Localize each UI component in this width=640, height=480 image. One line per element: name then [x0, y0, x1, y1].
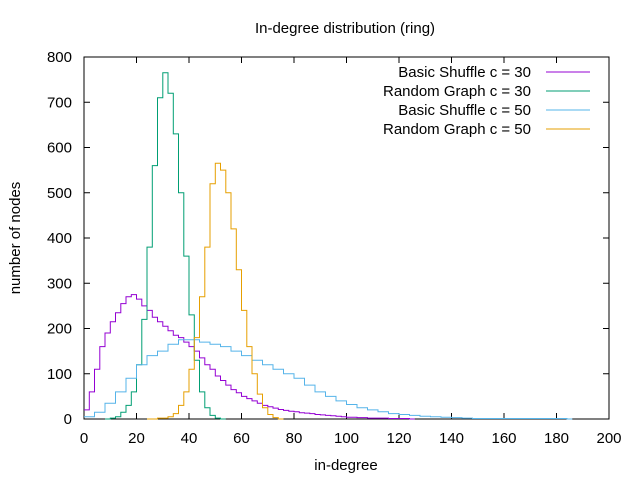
x-tick-label: 100	[334, 430, 359, 447]
y-tick-label: 400	[47, 230, 72, 247]
chart-title: In-degree distribution (ring)	[255, 20, 435, 37]
x-tick-label: 20	[128, 430, 145, 447]
legend-label: Basic Shuffle c = 30	[398, 64, 531, 81]
x-tick-label: 180	[544, 430, 569, 447]
x-tick-label: 160	[491, 430, 516, 447]
y-tick-label: 700	[47, 94, 72, 111]
legend-label: Random Graph c = 30	[383, 83, 531, 100]
x-axis: 0 20 40 60 80 100 120 140 160 180 200	[80, 57, 622, 447]
x-tick-label: 60	[233, 430, 250, 447]
y-tick-label: 200	[47, 321, 72, 338]
y-tick-label: 0	[64, 411, 72, 428]
legend: Basic Shuffle c = 30 Random Graph c = 30 B…	[383, 64, 590, 138]
y-tick-label: 600	[47, 140, 72, 157]
y-axis-label: number of nodes	[7, 182, 24, 295]
x-tick-label: 0	[80, 430, 88, 447]
y-axis: 0 100 200 300 400 500 600 700 800	[47, 49, 609, 428]
series-line-3	[84, 339, 573, 420]
x-tick-label: 140	[439, 430, 464, 447]
y-tick-label: 800	[47, 49, 72, 66]
series-line-1	[84, 294, 415, 420]
series-layer	[84, 72, 573, 420]
y-tick-label: 300	[47, 275, 72, 292]
series-line-4	[147, 162, 284, 420]
y-tick-label: 100	[47, 366, 72, 383]
x-tick-label: 200	[596, 430, 621, 447]
x-tick-label: 120	[386, 430, 411, 447]
x-tick-label: 40	[181, 430, 198, 447]
x-axis-label: in-degree	[314, 457, 377, 474]
legend-label: Basic Shuffle c = 50	[398, 102, 531, 119]
series-line-2	[105, 72, 226, 420]
x-tick-label: 80	[286, 430, 303, 447]
legend-label: Random Graph c = 50	[383, 121, 531, 138]
y-tick-label: 500	[47, 185, 72, 202]
